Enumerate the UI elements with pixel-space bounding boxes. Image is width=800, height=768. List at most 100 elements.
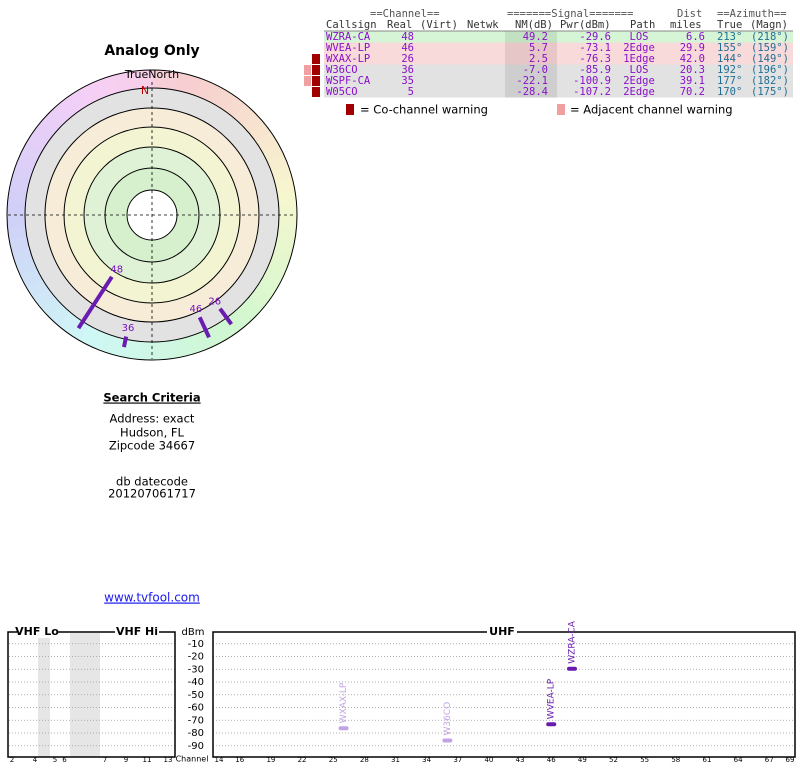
station-mark xyxy=(121,336,129,348)
column-header: miles xyxy=(670,19,702,31)
x-tick-label: 43 xyxy=(516,756,525,764)
column-header: Real xyxy=(387,19,412,31)
legend-adj: = Adjacent channel warning xyxy=(570,103,733,117)
compass-band xyxy=(32,286,55,309)
table-cell: 2Edge xyxy=(623,42,655,54)
compass-band xyxy=(214,319,236,342)
compass-band xyxy=(48,304,71,327)
station-name: W36CO xyxy=(443,702,453,736)
compass-band xyxy=(57,311,80,334)
x-tick-label: 37 xyxy=(453,756,462,764)
compass-band xyxy=(125,339,141,360)
panel-label: UHF xyxy=(489,625,515,638)
panel-label-bg xyxy=(115,626,159,638)
y-tick-label: -90 xyxy=(188,741,204,752)
x-tick-label: 67 xyxy=(765,756,774,764)
compass-band xyxy=(276,226,297,242)
group-header: =======Signal======= xyxy=(507,8,633,20)
compass-band xyxy=(255,278,278,300)
x-tick-label: 40 xyxy=(484,756,493,764)
table-cell: 70.2 xyxy=(680,86,705,98)
column-header: (Magn) xyxy=(750,19,788,31)
site-link[interactable]: www.tvfool.com xyxy=(104,591,200,605)
station-name: WXAX-LP xyxy=(339,682,349,723)
co-channel-icon xyxy=(346,104,354,115)
compass-band xyxy=(241,296,264,319)
x-tick-label: 52 xyxy=(609,756,618,764)
station-bar xyxy=(566,666,577,671)
table-cell: 213° xyxy=(717,31,742,43)
table-cell: -29.6 xyxy=(579,31,611,43)
x-tick-label: 28 xyxy=(360,756,369,764)
table-cell: 5 xyxy=(408,86,414,98)
table-cell: 35 xyxy=(401,75,414,87)
vhf-gap xyxy=(38,633,50,757)
station-label: 26 xyxy=(208,296,221,307)
station-bar xyxy=(442,738,453,743)
compass-band xyxy=(33,120,56,143)
co-channel-icon xyxy=(312,65,320,75)
table-cell: (149°) xyxy=(751,53,789,65)
table-cell: WVEA-LP xyxy=(326,42,370,54)
table-cell: 6.6 xyxy=(686,31,705,43)
x-tick-label: 9 xyxy=(124,756,128,764)
row-bg xyxy=(324,31,793,43)
row-bg xyxy=(324,42,793,54)
x-tick-label: 13 xyxy=(164,756,173,764)
group-header: ==Channel== xyxy=(370,8,440,20)
compass-band xyxy=(7,224,27,241)
compass-band xyxy=(195,78,215,101)
search-line: Address: exact xyxy=(110,412,195,426)
co-channel-icon xyxy=(312,76,320,86)
station-bar xyxy=(546,722,557,727)
y-tick-label: -20 xyxy=(188,652,204,663)
compass-band xyxy=(79,83,100,106)
compass-band xyxy=(241,112,264,135)
table-cell: 29.9 xyxy=(680,42,705,54)
compass-band xyxy=(163,70,179,91)
adjacent-channel-icon xyxy=(304,65,311,75)
row-bg xyxy=(324,53,793,65)
co-channel-icon xyxy=(312,54,320,64)
north-mark: N xyxy=(141,84,149,97)
compass-band xyxy=(223,312,246,335)
compass-band xyxy=(15,152,38,172)
row-bg xyxy=(324,86,793,98)
station-label: 36 xyxy=(122,323,135,334)
search-line: Hudson, FL xyxy=(120,426,184,440)
table-cell: (182°) xyxy=(751,75,789,87)
table-cell: -76.3 xyxy=(579,53,611,65)
compass-band xyxy=(6,213,26,228)
nm-cell-bg xyxy=(505,86,557,98)
station-label: 48 xyxy=(110,264,123,275)
compass-band xyxy=(7,201,26,215)
row-bg xyxy=(324,75,793,87)
compass-band xyxy=(58,95,81,118)
y-tick-label: -50 xyxy=(188,690,204,701)
table-cell: 177° xyxy=(717,75,742,87)
nm-cell-bg xyxy=(505,42,557,54)
compass-band xyxy=(20,141,43,162)
adjacent-channel-icon xyxy=(557,104,565,115)
panel-label: VHF Lo xyxy=(15,625,59,638)
compass-band xyxy=(11,246,33,265)
table-cell: (175°) xyxy=(751,86,789,98)
compass-band xyxy=(25,277,48,299)
x-tick-label: 19 xyxy=(266,756,275,764)
table-cell: 2.5 xyxy=(529,53,548,65)
compass-band xyxy=(68,88,90,111)
x-tick-label: 11 xyxy=(143,756,152,764)
nm-cell-bg xyxy=(505,31,557,43)
compass-band xyxy=(261,268,284,289)
compass-band xyxy=(205,83,226,106)
search-line: Zipcode 34667 xyxy=(109,439,195,453)
compass-band xyxy=(152,70,166,89)
table-cell: 39.1 xyxy=(680,75,705,87)
x-tick-label: 2 xyxy=(10,756,14,764)
table-cell: -100.9 xyxy=(573,75,611,87)
compass-band xyxy=(8,235,30,253)
compass-band xyxy=(249,121,272,144)
station-label: 46 xyxy=(190,304,203,315)
compass-band xyxy=(40,111,63,134)
group-header: Dist xyxy=(677,8,702,20)
